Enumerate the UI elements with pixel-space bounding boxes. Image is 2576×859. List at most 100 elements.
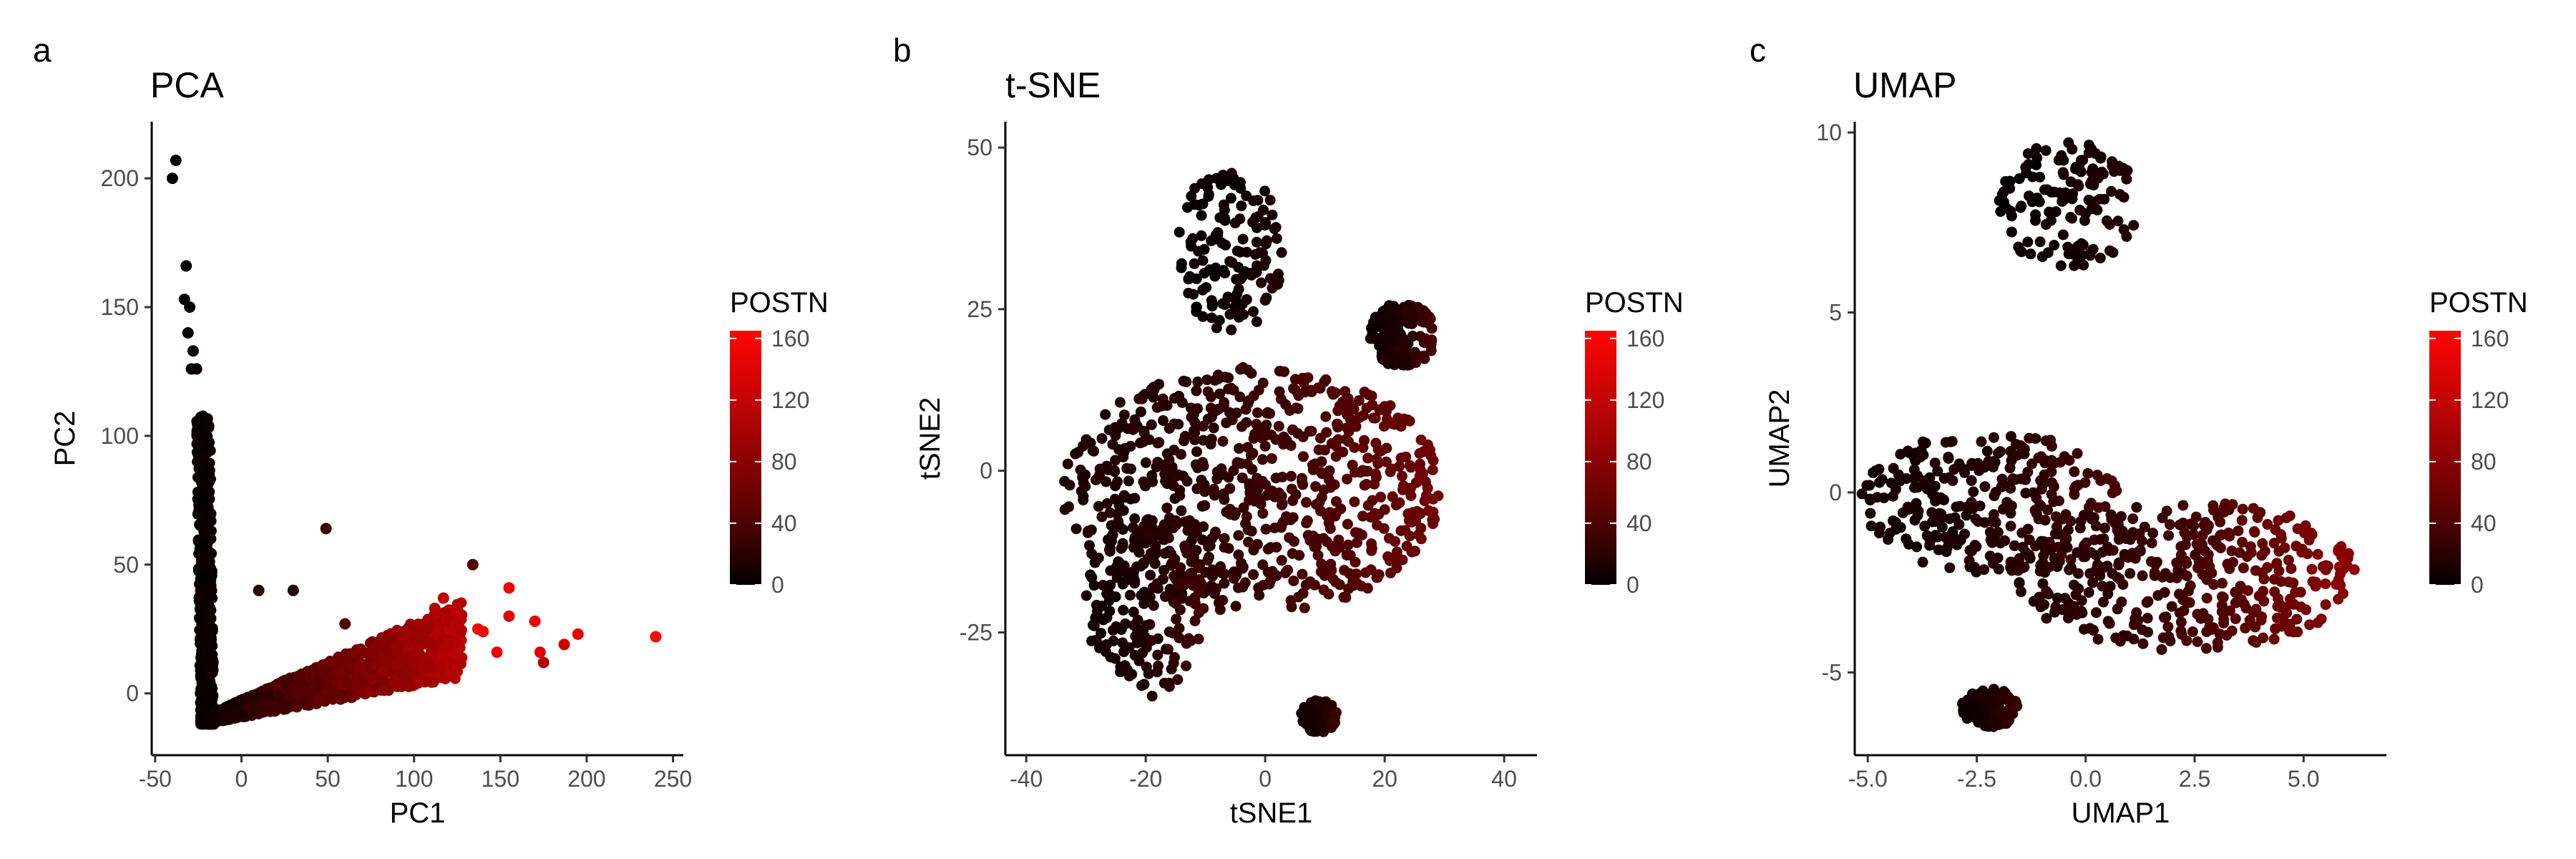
x-tick-label: 2.5 <box>2179 766 2210 792</box>
y-tick-label: 0 <box>1829 480 1842 505</box>
data-point <box>1312 382 1324 394</box>
data-point <box>2102 541 2113 553</box>
data-point <box>1120 618 1131 629</box>
data-point <box>2321 560 2331 571</box>
point-cluster <box>1080 513 1209 702</box>
panel-a: a PCA -50 0 50 100 150 200 250 0 50 100 150 200 PC1 PC2… <box>33 31 829 829</box>
data-point <box>1246 464 1258 475</box>
data-point <box>1915 452 1926 463</box>
data-point <box>2049 186 2060 198</box>
data-point <box>2055 260 2067 271</box>
data-point <box>1146 419 1157 430</box>
x-tick-label: 100 <box>395 766 433 792</box>
data-point <box>166 173 178 185</box>
data-point <box>1343 397 1355 409</box>
data-point <box>2258 586 2269 597</box>
data-point <box>1224 256 1236 267</box>
data-point <box>2192 608 2203 620</box>
data-point <box>1285 595 1297 606</box>
data-point <box>1179 435 1189 447</box>
data-point <box>1248 306 1259 317</box>
data-point <box>1362 500 1374 511</box>
data-point <box>2202 549 2214 560</box>
data-point <box>2181 558 2192 569</box>
data-point <box>1087 445 1098 457</box>
data-point <box>1347 460 1358 471</box>
panel-letter: a <box>33 31 52 69</box>
data-point <box>1107 529 1118 540</box>
data-point <box>2306 563 2318 575</box>
data-point <box>2178 605 2190 616</box>
data-point <box>2241 551 2253 562</box>
data-point <box>2077 155 2089 166</box>
data-point <box>1369 508 1380 519</box>
data-point <box>1979 481 1991 492</box>
data-point <box>2062 241 2074 253</box>
legend-tick-label: 0 <box>2471 572 2484 598</box>
data-point <box>379 683 390 694</box>
data-point <box>1395 525 1407 536</box>
data-point <box>1298 451 1309 462</box>
data-point <box>2102 588 2114 600</box>
data-point <box>1989 515 2001 527</box>
data-point <box>1082 527 1093 538</box>
data-point <box>2098 596 2109 608</box>
data-point <box>1093 500 1104 512</box>
data-point <box>1106 520 1117 531</box>
chart-title: UMAP <box>1853 65 1956 105</box>
data-point <box>1865 520 1877 532</box>
data-point <box>2200 643 2212 654</box>
data-point <box>191 438 203 450</box>
data-point <box>321 684 333 695</box>
data-point <box>452 598 463 610</box>
data-point <box>1097 613 1108 625</box>
data-point <box>2177 500 2189 511</box>
data-point <box>2065 562 2077 573</box>
data-point <box>1372 520 1382 531</box>
data-point <box>1210 526 1221 538</box>
data-point <box>1410 515 1422 526</box>
data-point <box>414 676 425 688</box>
data-point <box>1252 538 1263 550</box>
data-point <box>2022 236 2034 248</box>
data-point <box>1080 480 1091 492</box>
color-legend: POSTN 0 40 80 120 160 <box>730 287 829 598</box>
data-point <box>2069 466 2080 477</box>
data-point <box>170 155 182 166</box>
data-point <box>2087 577 2099 588</box>
data-point <box>1064 480 1075 491</box>
data-point <box>2177 518 2189 529</box>
data-point <box>2190 511 2202 523</box>
data-point <box>1122 664 1133 676</box>
data-point <box>1260 255 1272 266</box>
data-point <box>1297 476 1308 487</box>
data-point <box>1158 415 1169 426</box>
data-point <box>200 574 212 586</box>
data-point <box>1269 523 1280 533</box>
data-point <box>391 624 403 636</box>
data-point <box>2046 466 2057 477</box>
data-point <box>2036 451 2047 462</box>
legend-tick-label: 40 <box>2471 510 2497 536</box>
data-point <box>2041 613 2052 624</box>
data-point <box>1128 571 1139 583</box>
data-point <box>2016 528 2028 538</box>
data-point <box>2065 176 2077 188</box>
x-tick-label: -20 <box>1129 766 1162 792</box>
data-point <box>1252 407 1263 419</box>
data-point <box>1250 248 1261 260</box>
data-point <box>2084 178 2096 190</box>
data-point <box>1114 521 1126 533</box>
panel-b: b t-SNE -40 -20 0 20 40 -25 0 25 50 tSNE1 tSNE2 POSTN… <box>893 31 1684 829</box>
data-point <box>1151 402 1163 413</box>
data-point <box>1152 649 1163 661</box>
data-point <box>2299 527 2310 538</box>
data-point <box>2035 559 2046 571</box>
data-point <box>431 626 442 637</box>
data-point <box>2095 475 2107 486</box>
data-point <box>1390 535 1401 547</box>
data-point <box>1420 476 1431 487</box>
data-point <box>2338 588 2348 599</box>
data-point <box>2001 497 2013 508</box>
data-point <box>1259 185 1271 197</box>
